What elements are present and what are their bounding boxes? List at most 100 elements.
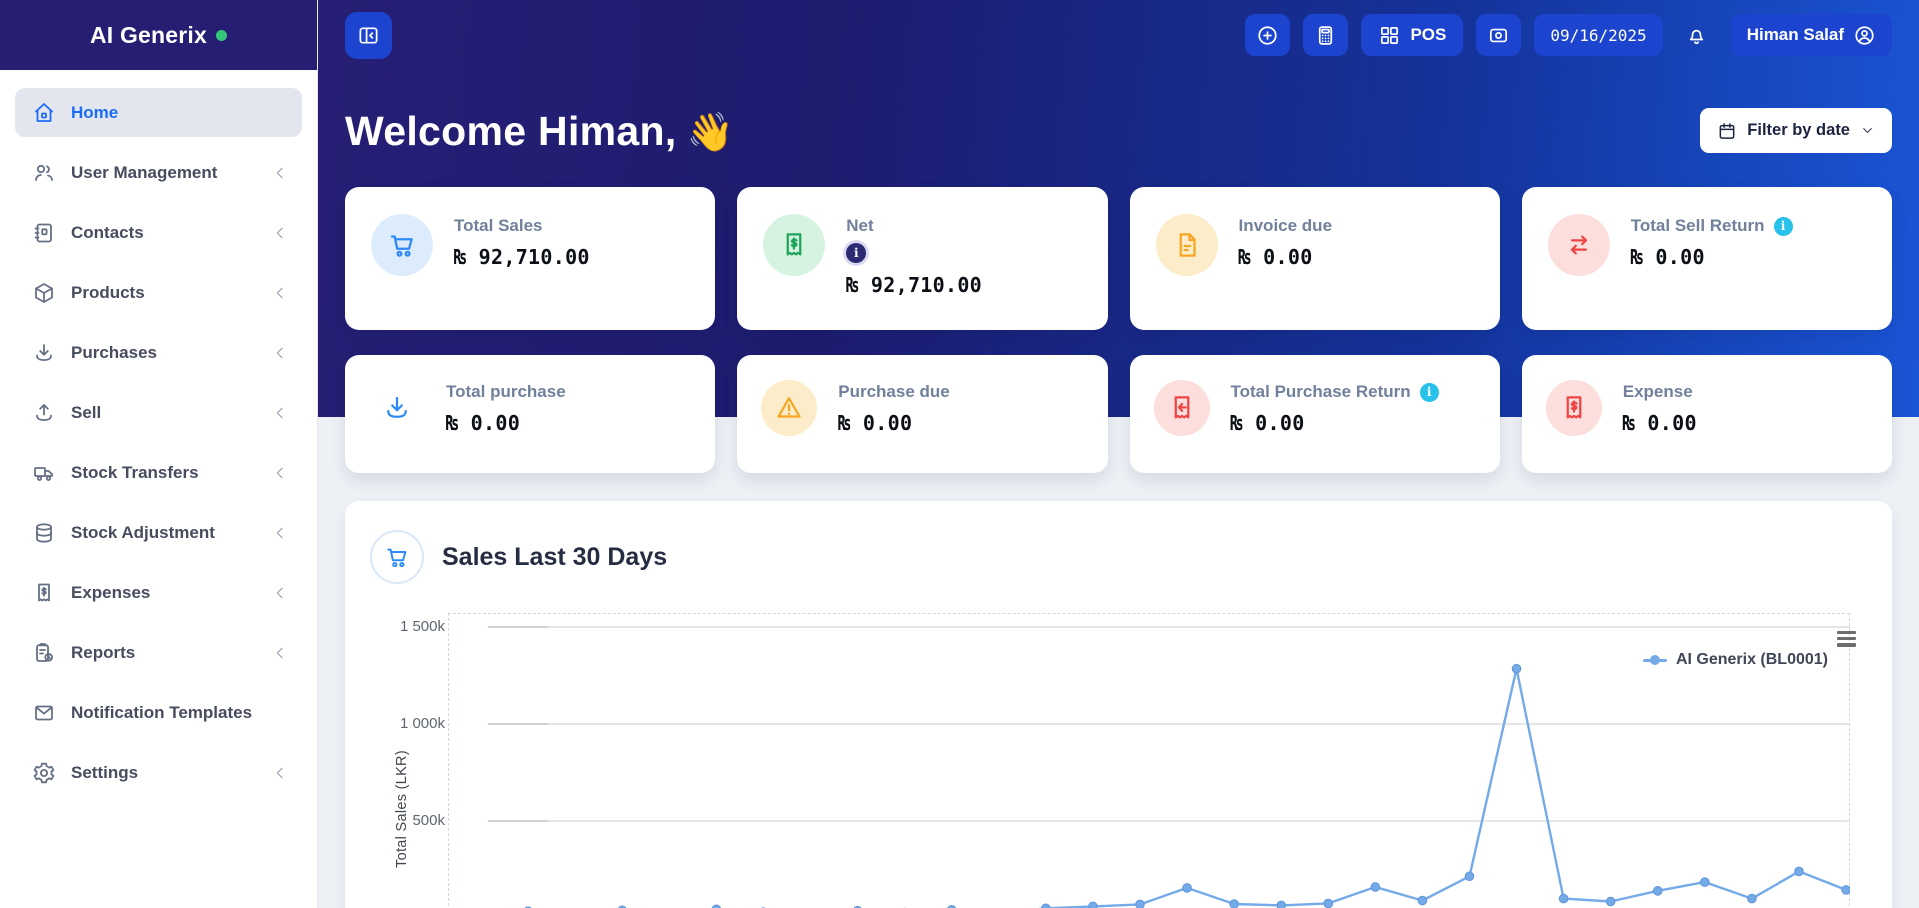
cart-icon [371, 214, 433, 276]
stat-card-label: Invoice due [1238, 216, 1333, 235]
sidebar-item-label: Expenses [71, 582, 151, 602]
sidebar-nav: Home User Management Contacts Products P… [0, 70, 317, 826]
stat-card-label: Expense [1622, 382, 1693, 401]
clipboard-clock-icon [32, 641, 56, 665]
file-icon [1155, 214, 1218, 276]
top-toolbar: POS 09/16/2025 Himan Salaf [345, 0, 1892, 70]
cash-register-icon [1487, 24, 1510, 47]
sidebar: AI Generix Home User Management Contacts… [0, 0, 318, 908]
cash-register-button[interactable] [1476, 14, 1522, 56]
truck-icon [32, 461, 56, 485]
sidebar-item-stock-adjustment[interactable]: Stock Adjustment [15, 508, 302, 557]
stat-card-value: ₨ 0.00 [1622, 411, 1697, 435]
stat-card-purchase-due: Purchase due i i ₨ 0.00 [737, 355, 1108, 473]
bell-icon [1685, 24, 1708, 47]
sidebar-item-label: Reports [71, 642, 136, 662]
stat-card-total-sales: Total Sales i i ₨ 92,710.00 [345, 187, 716, 330]
brand-logo: AI Generix [0, 0, 317, 70]
chart-plot-frame [448, 613, 1850, 908]
chevron-left-icon [272, 645, 288, 661]
stat-card-total-sell-return: Total Sell Return i i ₨ 0.00 [1521, 187, 1892, 330]
stat-card-value: ₨ 0.00 [446, 411, 521, 435]
swap-arrows-icon [1547, 214, 1610, 276]
filter-by-date-button[interactable]: Filter by date [1700, 108, 1892, 153]
sidebar-item-user-management[interactable]: User Management [15, 148, 302, 197]
chevron-left-icon [272, 765, 288, 781]
y-axis-tick: 1 500k [399, 618, 445, 635]
sidebar-collapse-button[interactable] [345, 11, 392, 59]
info-icon[interactable]: i [846, 243, 867, 263]
stat-card-label: Total Purchase Return [1230, 382, 1411, 401]
home-icon [32, 101, 56, 125]
address-book-icon [32, 221, 56, 245]
stat-card-value: ₨ 0.00 [1230, 411, 1305, 435]
stat-card-value: ₨ 92,710.00 [454, 245, 590, 269]
sidebar-item-stock-transfers[interactable]: Stock Transfers [15, 448, 302, 497]
sidebar-item-home[interactable]: Home [15, 88, 302, 137]
sidebar-item-label: Notification Templates [71, 702, 253, 722]
sidebar-item-reports[interactable]: Reports [15, 628, 302, 677]
stat-card-invoice-due: Invoice due i i ₨ 0.00 [1129, 187, 1500, 330]
notifications-button[interactable] [1676, 14, 1718, 56]
grid-icon [1378, 24, 1401, 47]
chevron-left-icon [272, 465, 288, 481]
sidebar-item-label: Stock Transfers [71, 462, 199, 482]
y-axis-tick: 500k [412, 812, 445, 829]
chevron-left-icon [272, 525, 288, 541]
sidebar-item-products[interactable]: Products [15, 268, 302, 317]
filter-by-date-label: Filter by date [1747, 121, 1850, 139]
sales-line-chart [488, 626, 1850, 908]
chart-menu-icon[interactable] [1837, 631, 1856, 647]
info-icon[interactable]: i [1773, 216, 1793, 236]
chevron-left-icon [272, 285, 288, 301]
stat-card-label: Net [846, 216, 874, 235]
add-button[interactable] [1245, 14, 1291, 56]
chevron-left-icon [272, 405, 288, 421]
info-icon[interactable]: i [1419, 382, 1439, 402]
stat-card-net: Net i i ₨ 92,710.00 [737, 187, 1108, 330]
chevron-down-icon [1860, 123, 1875, 138]
package-icon [32, 281, 56, 305]
user-menu-button[interactable]: Himan Salaf [1730, 14, 1892, 56]
stat-card-value: ₨ 0.00 [1630, 245, 1705, 269]
sidebar-item-expenses[interactable]: Expenses [15, 568, 302, 617]
sidebar-item-settings[interactable]: Settings [15, 748, 302, 797]
date-button[interactable]: 09/16/2025 [1534, 14, 1663, 56]
main-area: POS 09/16/2025 Himan Salaf [318, 0, 1919, 908]
sidebar-item-purchases[interactable]: Purchases [15, 328, 302, 377]
legend-marker-icon [1642, 654, 1667, 666]
calendar-icon [1717, 121, 1737, 141]
alert-triangle-icon [761, 380, 818, 436]
sidebar-item-notification-templates[interactable]: Notification Templates [15, 688, 302, 737]
download-icon [32, 341, 56, 365]
sidebar-item-sell[interactable]: Sell [15, 388, 302, 437]
upload-icon [32, 401, 56, 425]
sales-chart-panel: Sales Last 30 Days 500k 1 000k 1 500k Tota… [345, 501, 1892, 908]
sidebar-item-label: Products [71, 282, 145, 302]
current-date: 09/16/2025 [1550, 25, 1647, 45]
cart-icon [370, 530, 424, 584]
stat-card-label: Total Sell Return [1630, 216, 1765, 235]
sidebar-item-label: Home [71, 102, 119, 122]
sidebar-item-label: Settings [71, 762, 139, 782]
sidebar-item-label: Stock Adjustment [71, 522, 215, 542]
pos-button[interactable]: POS [1361, 14, 1464, 56]
y-axis-tick: 1 000k [399, 715, 445, 732]
stat-card-label: Total Sales [454, 216, 543, 235]
gear-icon [32, 761, 56, 785]
stat-card-value: ₨ 92,710.00 [846, 273, 983, 297]
sidebar-item-contacts[interactable]: Contacts [15, 208, 302, 257]
plus-circle-icon [1256, 24, 1279, 47]
stat-card-expense: Expense i i ₨ 0.00 [1521, 355, 1892, 473]
stat-card-total-purchase: Total purchase i i ₨ 0.00 [345, 355, 716, 473]
user-name: Himan Salaf [1746, 25, 1844, 44]
chart-y-axis-title: Total Sales (LKR) [394, 750, 410, 868]
chevron-left-icon [272, 585, 288, 601]
calculator-button[interactable] [1303, 14, 1349, 56]
receipt-dollar-icon [1545, 380, 1602, 436]
user-circle-icon [1853, 24, 1876, 47]
receipt-dollar-icon [763, 214, 826, 276]
database-icon [32, 521, 56, 545]
chart-legend-item[interactable]: AI Generix (BL0001) [1642, 651, 1828, 669]
